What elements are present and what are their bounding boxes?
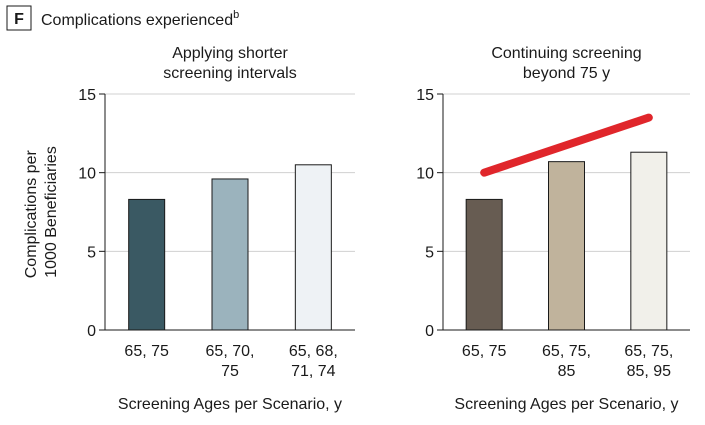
chart-shorter-intervals: Applying shorter screening intervals 0 5 10 1… [78,45,355,413]
chart-title: Applying shorter screening intervals [163,45,296,82]
bar [211,178,249,331]
x-tick-label-line: 65, 75 [124,343,169,360]
bar [465,198,503,331]
y-tick-label: 5 [87,244,96,261]
x-axis-label: Screening Ages per Scenario, y [454,396,678,413]
x-tick-label-line: 71, 74 [291,363,336,380]
x-tick-label-line: 65, 75 [462,343,507,360]
bar [630,151,668,331]
panel-title-superscript: b [233,9,239,21]
chart-title-line: Continuing screening [491,45,641,62]
x-tick-label-line: 75 [221,363,239,380]
y-tick-label: 0 [87,323,96,340]
panel-letter-box [6,5,32,31]
x-tick-label-line: 85, 95 [627,363,672,380]
x-tick-label-line: 65, 75, [624,343,673,360]
trend-annotation-line [480,113,653,177]
y-tick-label: 0 [425,323,434,340]
y-tick-label: 15 [78,87,96,104]
y-tick-label: 10 [416,166,434,183]
x-tick-label-line: 65, 68, [289,343,338,360]
x-tick-label: 65, 68, 71, 74 [289,343,338,380]
bar [128,198,166,331]
panel-title-text: Complications experienced [41,12,233,29]
chart-title-line: Applying shorter [172,45,288,62]
x-tick-label: 65, 70, 75 [206,343,255,380]
x-tick-label: 65, 75 [462,343,507,360]
bar [294,164,332,331]
chart-title: Continuing screening beyond 75 y [491,45,641,82]
panel-letter: F [14,11,24,28]
panel-title: Complications experiencedb [41,9,239,29]
x-tick-label: 65, 75 [124,343,169,360]
x-tick-label: 65, 75, 85 [542,343,591,380]
chart-continue-screening: Continuing screening beyond 75 y 0 5 10 15 65,… [416,45,690,413]
x-tick-label-line: 65, 75, [542,343,591,360]
bar [548,161,585,331]
y-axis-label-line-1: Complications per [23,150,40,279]
x-tick-label: 65, 75, 85, 95 [624,343,673,380]
chart-title-line: screening intervals [163,65,296,82]
x-tick-label-line: 65, 70, [206,343,255,360]
y-axis-label: Complications per 1000 Beneficiaries [23,146,60,279]
chart-title-line: beyond 75 y [523,65,610,82]
y-axis-label-line-2: 1000 Beneficiaries [43,146,60,278]
y-tick-label: 5 [425,244,434,261]
x-tick-label-line: 85 [558,363,576,380]
y-tick-label: 15 [416,87,434,104]
x-axis-label: Screening Ages per Scenario, y [118,396,342,413]
y-tick-label: 10 [78,166,96,183]
